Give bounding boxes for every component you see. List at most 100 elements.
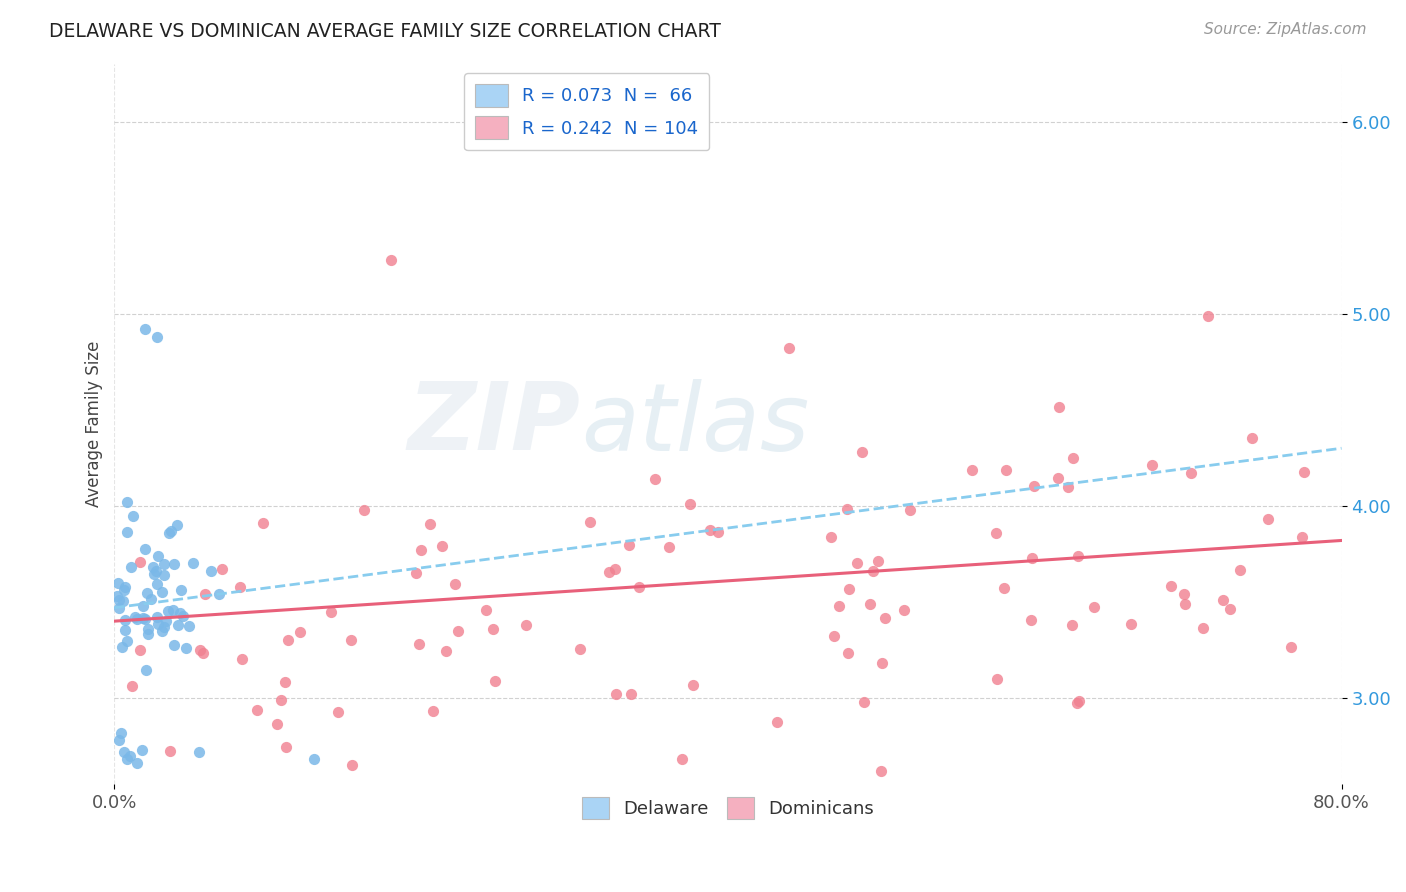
Point (1047, 470, 1070, 484)
Point (266, 717, 288, 731)
Point (150, 624, 173, 639)
Point (136, 622, 159, 636)
Point (188, 643, 211, 657)
Point (145, 564, 167, 578)
Point (1083, 600, 1105, 615)
Point (124, 610, 146, 624)
Point (108, 733, 131, 747)
Point (107, 576, 129, 591)
Point (153, 620, 176, 634)
Point (200, 564, 222, 578)
Point (447, 624, 470, 638)
Point (627, 580, 650, 594)
Point (111, 594, 134, 608)
Point (108, 601, 131, 615)
Point (409, 543, 432, 558)
Point (127, 611, 149, 625)
Point (153, 557, 176, 571)
Point (870, 656, 893, 670)
Point (160, 524, 183, 539)
Point (134, 541, 156, 556)
Point (598, 566, 620, 580)
Point (845, 556, 868, 570)
Point (288, 624, 311, 639)
Point (893, 603, 915, 617)
Point (1174, 598, 1197, 612)
Point (419, 516, 441, 531)
Point (112, 583, 135, 598)
Point (778, 342, 800, 356)
Point (823, 629, 845, 643)
Point (110, 640, 132, 655)
Point (159, 744, 181, 758)
Point (408, 637, 430, 651)
Point (340, 632, 363, 647)
Point (229, 580, 252, 594)
Point (194, 587, 217, 601)
Point (868, 554, 890, 568)
Point (1024, 479, 1046, 493)
Point (353, 503, 375, 517)
Point (146, 549, 169, 564)
Point (172, 609, 194, 624)
Point (484, 674, 506, 689)
Point (1066, 696, 1088, 710)
Point (837, 646, 859, 660)
Point (1291, 530, 1313, 544)
Point (169, 606, 191, 620)
Point (187, 745, 209, 759)
Point (108, 593, 131, 607)
Point (252, 516, 274, 531)
Point (707, 524, 730, 539)
Point (208, 587, 231, 601)
Point (135, 586, 157, 600)
Point (146, 330, 169, 344)
Point (114, 613, 136, 627)
Point (150, 584, 173, 599)
Point (434, 644, 457, 658)
Point (274, 739, 297, 754)
Point (120, 560, 142, 574)
Point (167, 618, 190, 632)
Point (277, 633, 299, 648)
Point (1197, 309, 1219, 323)
Point (838, 582, 860, 596)
Point (1019, 613, 1042, 627)
Point (658, 540, 681, 554)
Point (620, 687, 643, 701)
Text: atlas: atlas (581, 379, 808, 470)
Legend: Delaware, Dominicans: Delaware, Dominicans (575, 789, 882, 826)
Point (873, 611, 896, 625)
Point (134, 611, 156, 625)
Point (191, 646, 214, 660)
Point (579, 515, 602, 529)
Point (246, 703, 269, 717)
Point (1294, 465, 1316, 479)
Point (1140, 458, 1163, 473)
Point (169, 582, 191, 597)
Point (1062, 451, 1084, 466)
Point (145, 577, 167, 591)
Point (1160, 579, 1182, 593)
Point (1279, 640, 1302, 654)
Point (146, 610, 169, 624)
Point (135, 663, 157, 677)
Point (141, 591, 163, 606)
Point (986, 526, 1008, 541)
Point (1257, 512, 1279, 526)
Point (157, 525, 180, 540)
Point (852, 695, 875, 709)
Y-axis label: Average Family Size: Average Family Size (86, 341, 103, 508)
Point (993, 581, 1015, 595)
Point (143, 567, 166, 582)
Point (1212, 593, 1234, 607)
Point (131, 743, 153, 757)
Point (679, 497, 702, 511)
Point (112, 745, 135, 759)
Point (671, 752, 693, 766)
Text: Source: ZipAtlas.com: Source: ZipAtlas.com (1204, 22, 1367, 37)
Point (422, 704, 444, 718)
Point (115, 524, 138, 539)
Point (105, 589, 128, 603)
Point (121, 509, 143, 524)
